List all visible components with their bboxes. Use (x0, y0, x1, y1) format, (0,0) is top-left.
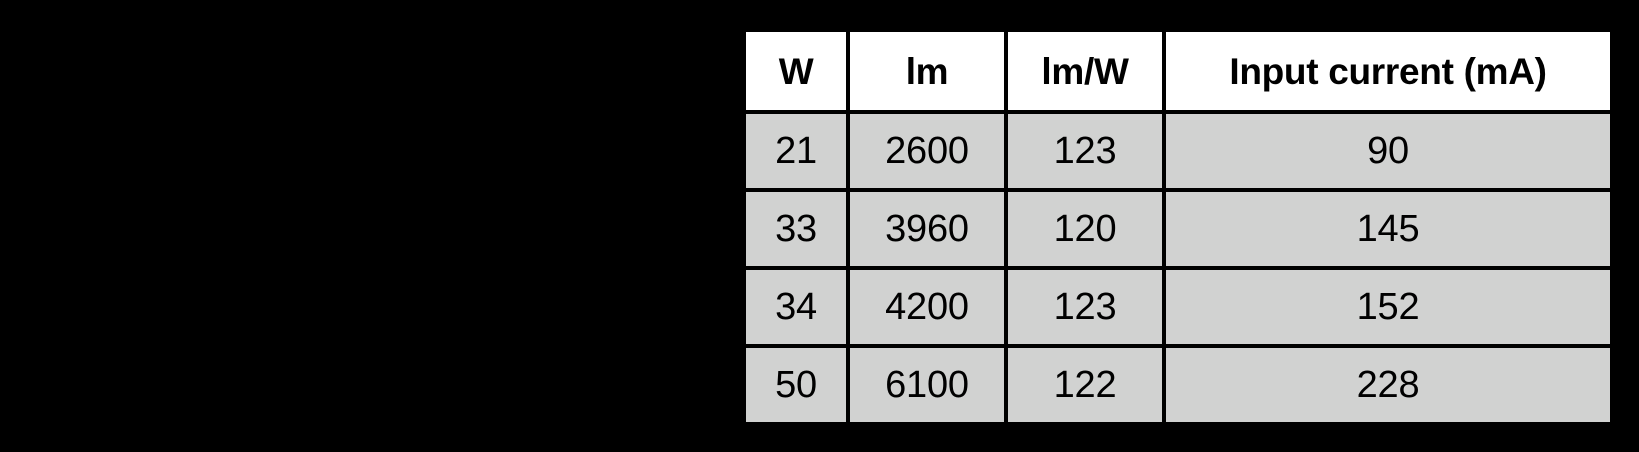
cell-watts: 21 (742, 110, 850, 192)
table-body: 21 2600 123 90 33 3960 120 145 34 4200 1… (742, 110, 1614, 426)
table-row: 50 6100 122 228 (742, 344, 1614, 426)
cell-input-current: 228 (1162, 344, 1614, 426)
cell-input-current: 152 (1162, 266, 1614, 348)
cell-lumens: 2600 (846, 110, 1008, 192)
column-header-lumens-per-watt: lm/W (1004, 28, 1166, 114)
table-header-row: W lm lm/W Input current (mA) (742, 28, 1614, 114)
cell-lumens-per-watt: 122 (1004, 344, 1166, 426)
cell-watts: 34 (742, 266, 850, 348)
cell-watts: 33 (742, 188, 850, 270)
column-header-watts: W (742, 28, 850, 114)
cell-lumens: 6100 (846, 344, 1008, 426)
cell-lumens: 4200 (846, 266, 1008, 348)
cell-lumens: 3960 (846, 188, 1008, 270)
cell-input-current: 90 (1162, 110, 1614, 192)
cell-watts: 50 (742, 344, 850, 426)
specification-table: W lm lm/W Input current (mA) 21 2600 123… (742, 28, 1614, 426)
table-header: W lm lm/W Input current (mA) (742, 28, 1614, 114)
cell-lumens-per-watt: 123 (1004, 266, 1166, 348)
column-header-lumens: lm (846, 28, 1008, 114)
table-row: 21 2600 123 90 (742, 110, 1614, 192)
cell-lumens-per-watt: 123 (1004, 110, 1166, 192)
table-row: 33 3960 120 145 (742, 188, 1614, 270)
cell-lumens-per-watt: 120 (1004, 188, 1166, 270)
table-row: 34 4200 123 152 (742, 266, 1614, 348)
cell-input-current: 145 (1162, 188, 1614, 270)
column-header-input-current: Input current (mA) (1162, 28, 1614, 114)
specification-table-container: W lm lm/W Input current (mA) 21 2600 123… (742, 28, 1614, 426)
